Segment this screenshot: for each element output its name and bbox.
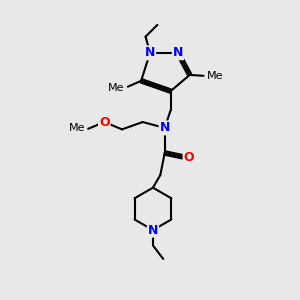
Text: Me: Me [108, 83, 124, 93]
Text: N: N [148, 224, 158, 237]
Text: Me: Me [69, 123, 85, 133]
Text: N: N [145, 46, 155, 59]
Text: O: O [184, 151, 194, 164]
Text: Me: Me [207, 71, 224, 81]
Text: O: O [99, 116, 110, 128]
Text: N: N [160, 122, 170, 134]
Text: N: N [173, 46, 183, 59]
